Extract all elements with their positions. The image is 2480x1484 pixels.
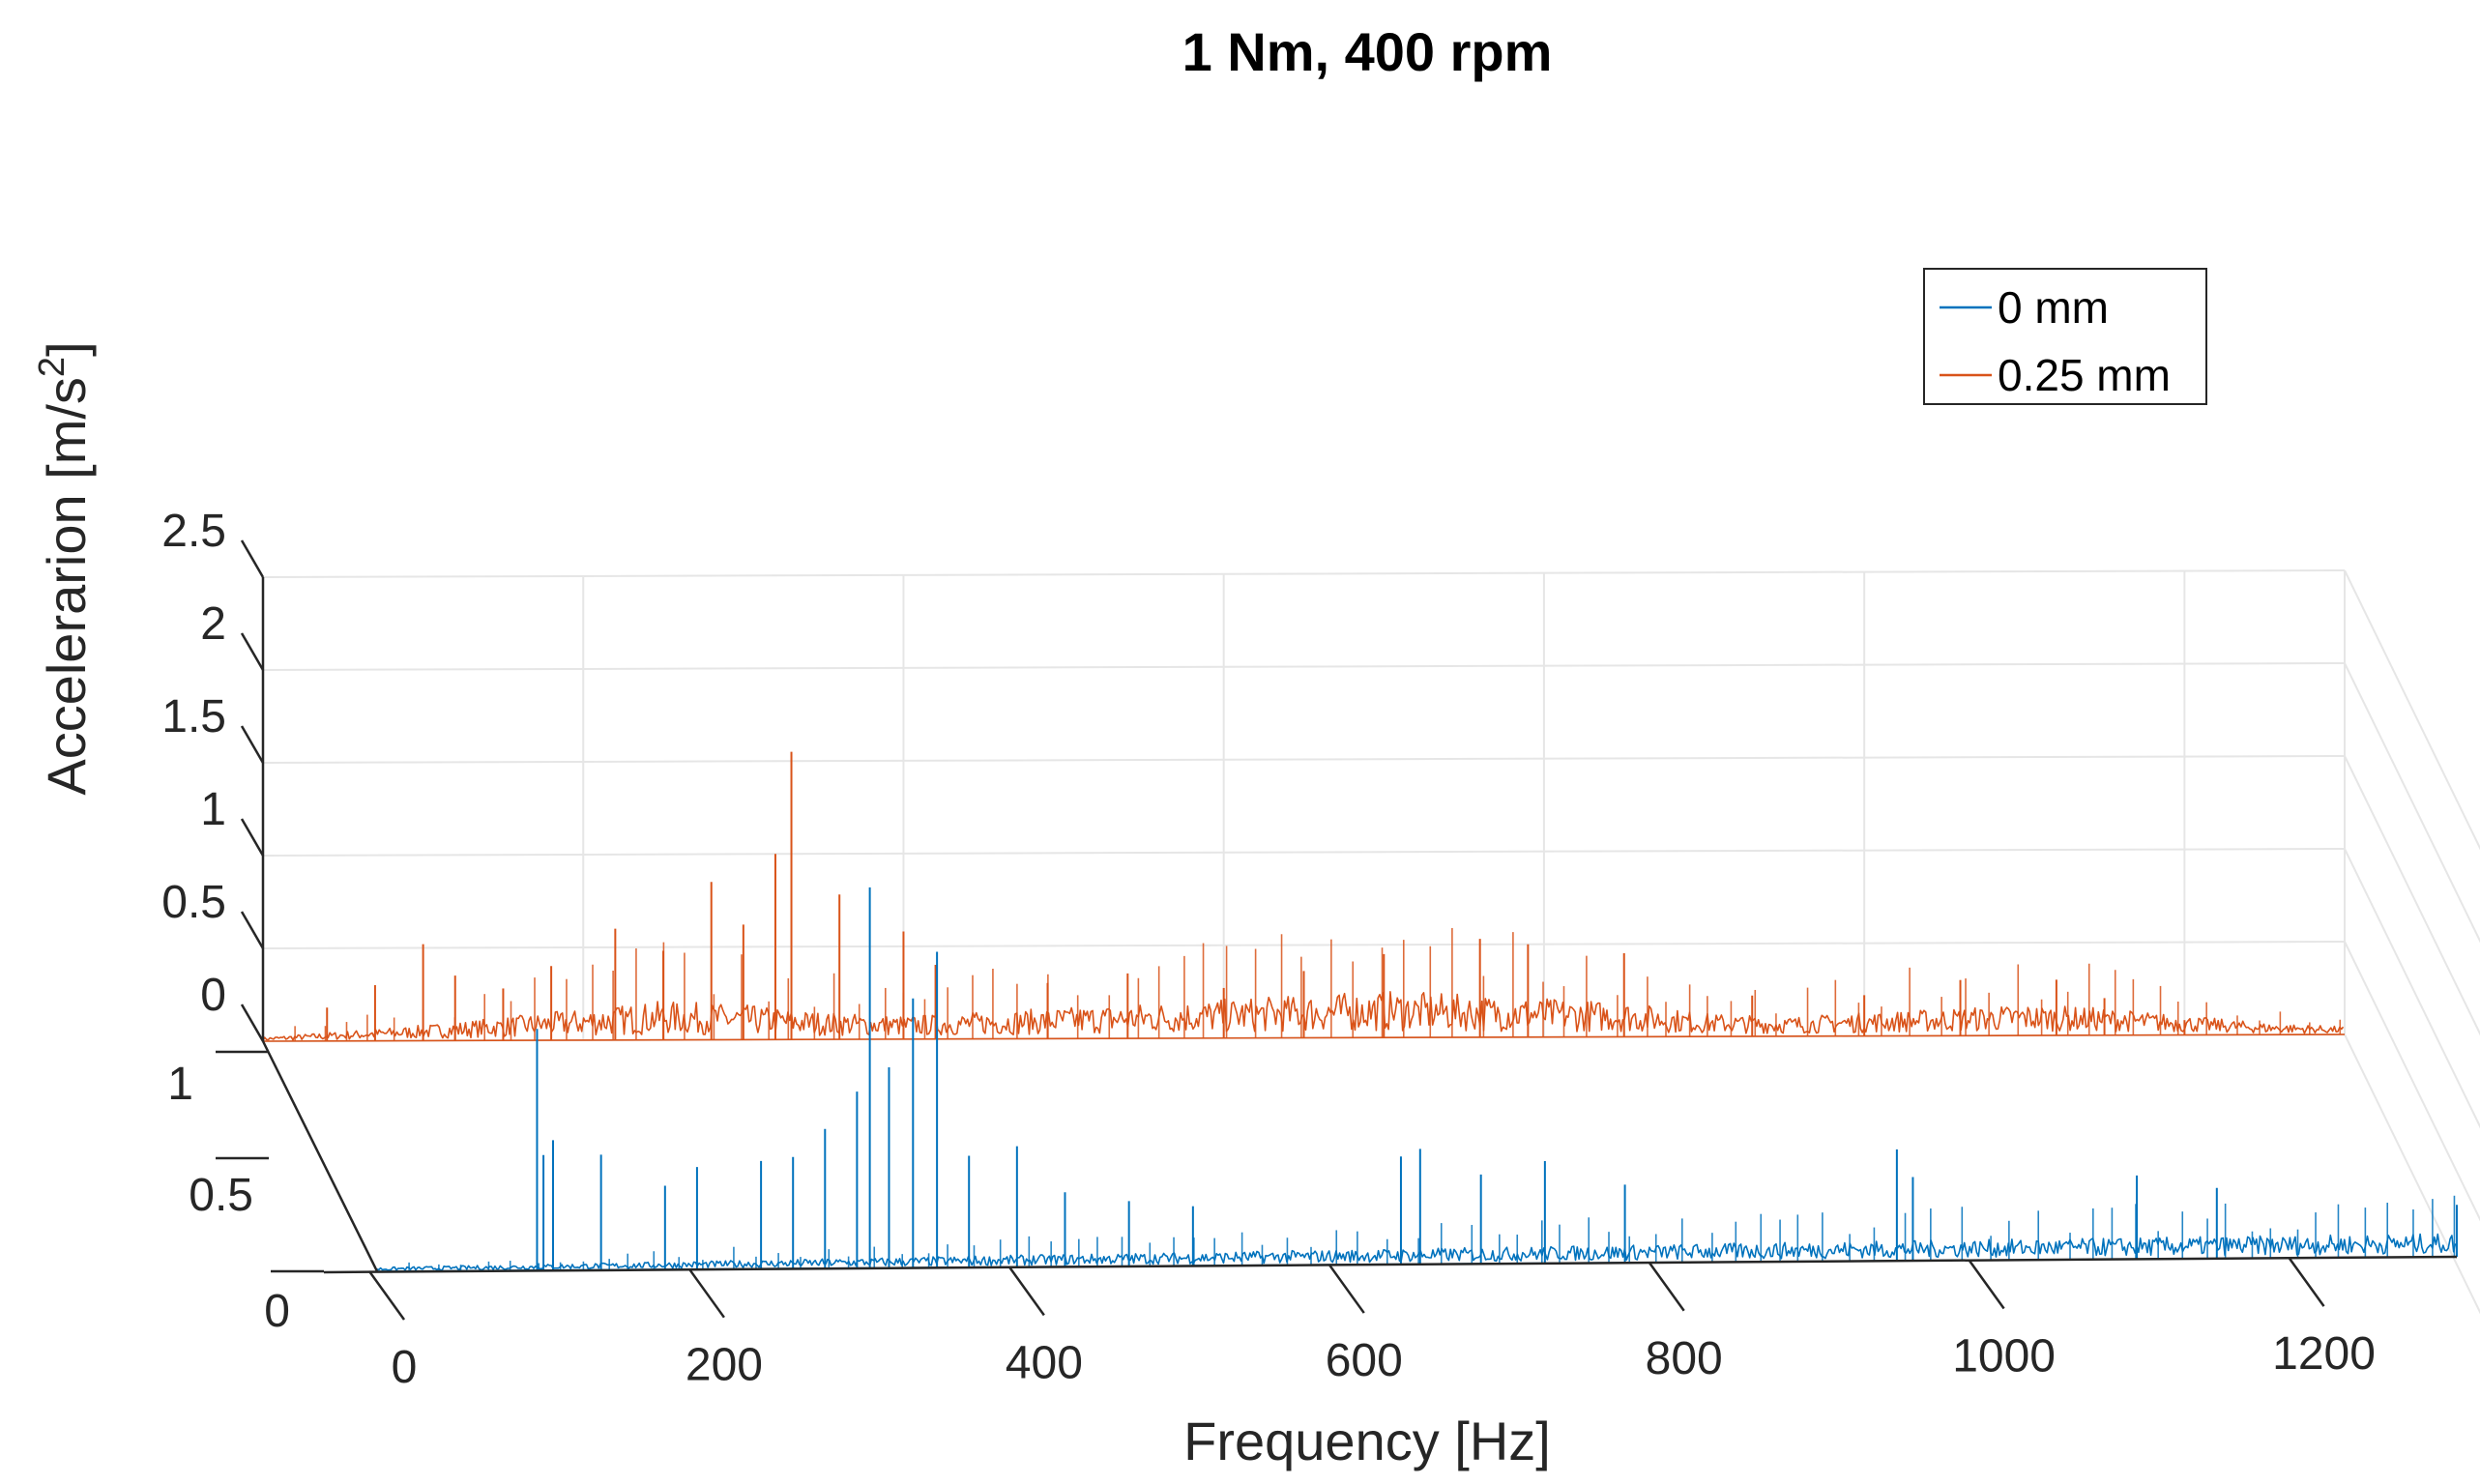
side-grid-line-z-0 — [2344, 1033, 2480, 1315]
x-tick-label-2: 400 — [1006, 1337, 1083, 1388]
z-tick-label-3: 1.5 — [161, 691, 226, 742]
x-tick-4 — [1648, 1262, 1685, 1312]
depth-tick-label-2: 1 — [167, 1059, 193, 1110]
z-tick-label-1: 0.5 — [161, 877, 226, 928]
x-tick-label-6: 1200 — [2272, 1328, 2376, 1380]
side-grid-line-z-2 — [2344, 848, 2480, 1129]
z-tick-3 — [240, 725, 265, 764]
series-trace-0 — [376, 1233, 2457, 1271]
x-tick-label-5: 1000 — [1952, 1330, 2056, 1382]
grid-line-z-1 — [262, 941, 2346, 949]
x-axis-line — [323, 1255, 2458, 1274]
z-tick-label-2: 1 — [200, 784, 226, 835]
chart-title: 1 Nm, 400 rpm — [1182, 21, 1553, 82]
x-tick-3 — [1328, 1264, 1365, 1314]
grid-line-z-4 — [262, 662, 2346, 671]
z-tick-0 — [240, 1004, 265, 1042]
grid-line-z-3 — [262, 755, 2346, 764]
x-axis-title: Frequency [Hz] — [1183, 1411, 1551, 1471]
label-layer: 00.511.522.500.510 200 400 600 800 1000 1200 — [161, 506, 2376, 1393]
z-tick-label-4: 2 — [200, 598, 226, 650]
x-tick-label-1: 200 — [686, 1340, 763, 1391]
depth-axis-line — [261, 1040, 379, 1272]
legend: 0 mm 0.25 mm — [1923, 268, 2207, 405]
grid-line-z-2 — [262, 848, 2346, 857]
y-axis-title-suffix: ] — [36, 341, 97, 357]
legend-box — [1923, 268, 2207, 405]
z-tick-2 — [240, 818, 265, 857]
y-axis-title-superscript: 2 — [32, 357, 73, 377]
x-tick-1 — [687, 1267, 725, 1319]
x-tick-5 — [1968, 1259, 2005, 1310]
grid-layer — [262, 569, 2480, 1315]
x-tick-2 — [1007, 1266, 1045, 1317]
depth-tick-label-1: 0.5 — [189, 1170, 253, 1221]
grid-line-z-5 — [262, 569, 2346, 578]
x-tick-0 — [367, 1270, 406, 1321]
depth-tick-label-0: 0 — [264, 1286, 290, 1337]
x-tick-6 — [2288, 1257, 2325, 1307]
z-tick-1 — [240, 911, 265, 949]
z-tick-label-0: 0 — [200, 970, 226, 1021]
x-tick-label-0: 0 — [392, 1342, 418, 1393]
y-axis-title-main: Accelerarion [m/s — [36, 377, 97, 796]
z-tick-4 — [240, 632, 265, 671]
z-tick-5 — [240, 539, 265, 578]
data-layer — [262, 751, 2458, 1272]
legend-label-0mm: 0 mm — [1998, 282, 2109, 333]
z-tick-label-5: 2.5 — [161, 506, 226, 557]
side-grid-line-z-1 — [2344, 941, 2480, 1222]
side-grid-line-z-5 — [2344, 569, 2480, 851]
side-grid-line-z-3 — [2344, 755, 2480, 1036]
y-axis-title: Accelerarion [m/s2] — [32, 341, 97, 795]
series-baseline-1 — [262, 1033, 2346, 1042]
x-tick-label-3: 600 — [1326, 1335, 1403, 1386]
axis-layer — [216, 539, 2458, 1321]
legend-label-025mm: 0.25 mm — [1998, 350, 2171, 400]
side-grid-line-z-4 — [2344, 662, 2480, 944]
series-0-25-mm — [262, 751, 2346, 1042]
x-tick-label-4: 800 — [1646, 1333, 1723, 1384]
